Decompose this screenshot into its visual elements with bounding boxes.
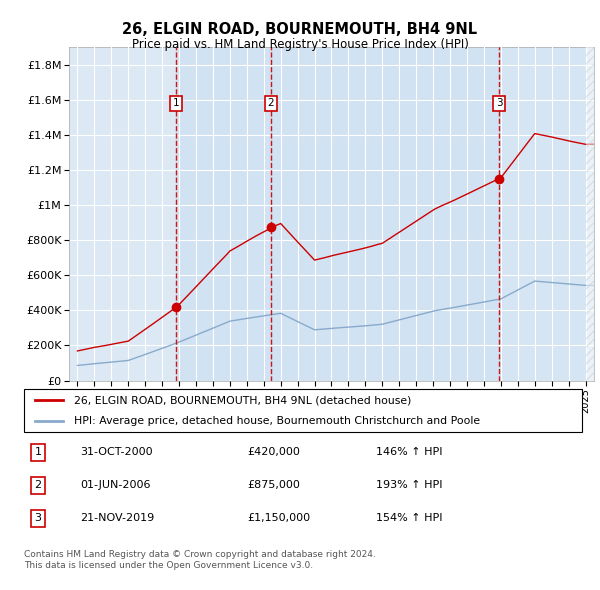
Text: 2: 2 — [34, 480, 41, 490]
Bar — [176, 47, 271, 381]
Text: Price paid vs. HM Land Registry's House Price Index (HPI): Price paid vs. HM Land Registry's House … — [131, 38, 469, 51]
Text: 154% ↑ HPI: 154% ↑ HPI — [376, 513, 442, 523]
Bar — [499, 47, 594, 381]
Text: 26, ELGIN ROAD, BOURNEMOUTH, BH4 9NL (detached house): 26, ELGIN ROAD, BOURNEMOUTH, BH4 9NL (de… — [74, 395, 412, 405]
Bar — [271, 47, 499, 381]
Text: £1,150,000: £1,150,000 — [247, 513, 310, 523]
Text: 2: 2 — [268, 99, 274, 109]
Text: 01-JUN-2006: 01-JUN-2006 — [80, 480, 151, 490]
Text: 1: 1 — [173, 99, 179, 109]
Text: 146% ↑ HPI: 146% ↑ HPI — [376, 447, 442, 457]
Text: 31-OCT-2000: 31-OCT-2000 — [80, 447, 152, 457]
Text: 1: 1 — [34, 447, 41, 457]
FancyBboxPatch shape — [24, 389, 582, 432]
Text: 193% ↑ HPI: 193% ↑ HPI — [376, 480, 442, 490]
Text: 21-NOV-2019: 21-NOV-2019 — [80, 513, 154, 523]
Text: 3: 3 — [496, 99, 502, 109]
Text: HPI: Average price, detached house, Bournemouth Christchurch and Poole: HPI: Average price, detached house, Bour… — [74, 417, 481, 426]
Text: £420,000: £420,000 — [247, 447, 300, 457]
Text: 26, ELGIN ROAD, BOURNEMOUTH, BH4 9NL: 26, ELGIN ROAD, BOURNEMOUTH, BH4 9NL — [122, 22, 478, 37]
Text: Contains HM Land Registry data © Crown copyright and database right 2024.
This d: Contains HM Land Registry data © Crown c… — [24, 550, 376, 570]
Text: £875,000: £875,000 — [247, 480, 300, 490]
Text: 3: 3 — [34, 513, 41, 523]
